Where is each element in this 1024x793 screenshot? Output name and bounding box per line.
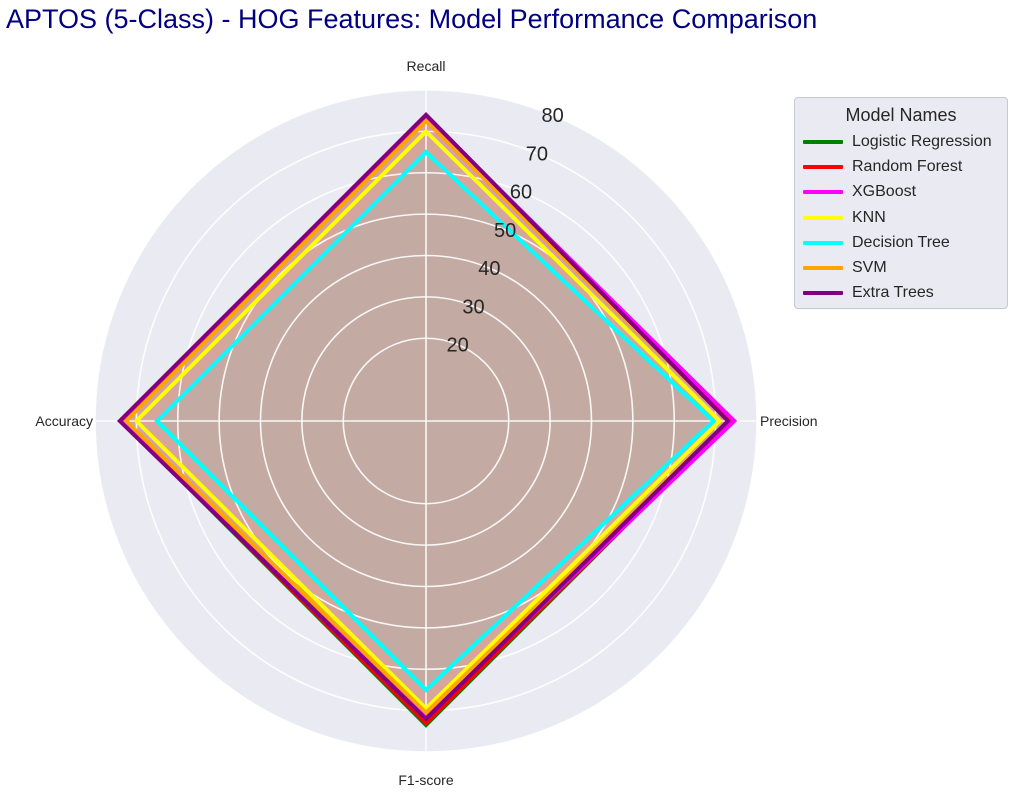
r-tick-label: 80 [542, 105, 564, 127]
legend-swatch [803, 139, 843, 144]
legend-item: Logistic Regression [795, 129, 1007, 154]
legend-label: Random Forest [852, 157, 963, 175]
series-line-3 [133, 128, 723, 712]
legend-title: Model Names [845, 105, 957, 125]
legend-label: Extra Trees [852, 284, 934, 302]
r-tick-label: 30 [462, 296, 484, 318]
chart-title: APTOS (5-Class) - HOG Features: Model Pe… [6, 4, 818, 34]
legend: Model Names Logistic Regression Random Fo… [794, 97, 1008, 309]
legend-item: XGBoost [795, 180, 1007, 205]
series-line-4 [154, 149, 717, 693]
legend-label: KNN [852, 208, 886, 226]
r-tick-label: 60 [510, 182, 532, 204]
legend-item: Extra Trees [795, 281, 1007, 306]
legend-items: Logistic Regression Random Forest XGBoost K… [795, 129, 1007, 306]
legend-item: KNN [795, 205, 1007, 230]
r-tick-label: 40 [478, 258, 500, 280]
legend-item: Random Forest [795, 154, 1007, 179]
legend-swatch [803, 240, 843, 245]
r-tick-label: 20 [447, 335, 469, 357]
legend-swatch [803, 190, 843, 195]
legend-item: SVM [795, 255, 1007, 280]
legend-swatch [803, 266, 843, 271]
legend-item: Decision Tree [795, 230, 1007, 255]
r-tick-label: 50 [494, 220, 516, 242]
axis-label-recall: Recall [407, 58, 446, 74]
axis-label-accuracy: Accuracy [35, 413, 93, 429]
legend-label: Logistic Regression [852, 132, 992, 150]
r-tick-label: 70 [526, 143, 548, 165]
series-line-6 [116, 111, 731, 722]
legend-label: XGBoost [852, 183, 917, 201]
axis-label-precision: Precision [760, 413, 818, 429]
legend-swatch [803, 291, 843, 296]
legend-label: SVM [852, 259, 887, 277]
legend-swatch [803, 215, 843, 220]
legend-swatch [803, 164, 843, 169]
axis-label-f1-score: F1-score [398, 772, 453, 788]
legend-label: Decision Tree [852, 233, 950, 251]
